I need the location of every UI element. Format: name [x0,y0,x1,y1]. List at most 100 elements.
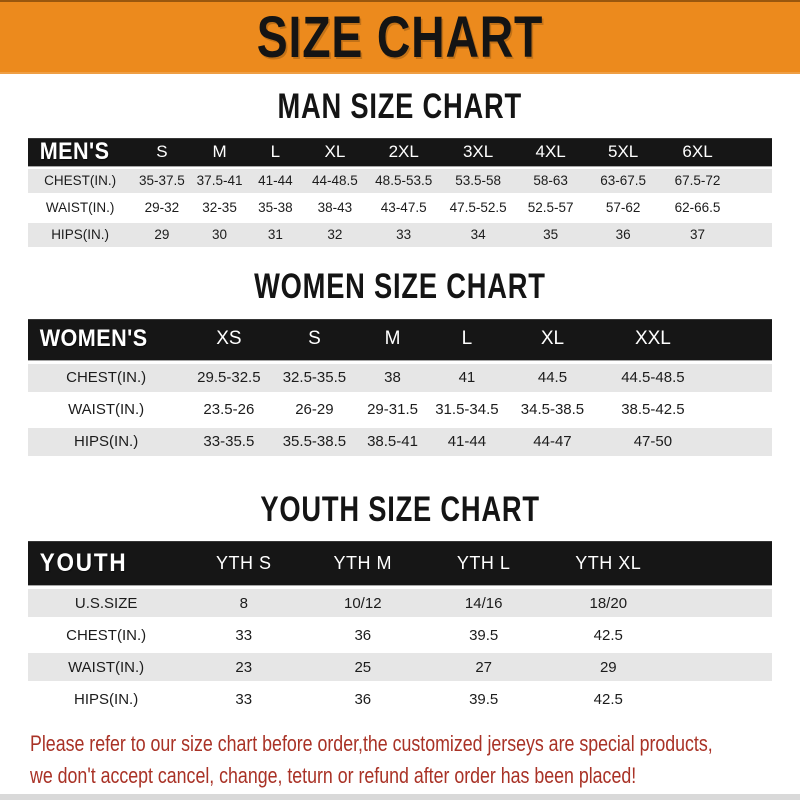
size-header-cell: M [212,141,227,161]
value-cell: 31 [267,227,283,243]
measure-label-cell: HIPS(IN.) [51,227,109,243]
size-header-cell: YTH XL [575,552,642,573]
value-cell: 33-35.5 [203,433,255,450]
value-cell: 44-48.5 [311,173,358,189]
value-cell: 44-47 [533,433,572,450]
table-row: U.S.SIZE 8 10/12 14/16 18/20 [28,589,772,618]
value-cell: 38.5-41 [367,433,418,450]
measure-label-cell: HIPS(IN.) [74,433,139,450]
measure-label-cell: CHEST(IN.) [44,173,117,189]
size-header-cell: L [270,141,281,161]
measure-label-cell: WAIST(IN.) [68,401,145,418]
value-cell: 35-38 [258,200,293,216]
value-cell: 39.5 [469,690,499,708]
value-cell: 25 [354,658,372,676]
size-header-cell: YTH M [333,552,393,573]
table-header-row: WOMEN'S XS S M L XL XXL [28,318,772,360]
value-cell: 38.5-42.5 [621,401,685,418]
value-cell: 33 [235,626,253,644]
value-cell: 27 [475,658,493,676]
table-row: WAIST(IN.) 23 25 27 29 [28,653,772,682]
size-header-cell: XL [540,328,565,349]
size-chart-banner: SIZE CHART [0,0,800,74]
value-cell: 14/16 [464,594,503,612]
table-title-cell: YOUTH [39,548,128,577]
table-header-row: MEN'S S M L XL 2XL 3XL 4XL 5XL 6XL [28,137,772,166]
size-header-cell: 5XL [608,141,639,161]
size-header-cell: 4XL [535,141,566,161]
table-row: CHEST(IN.) 33 36 39.5 42.5 [28,621,772,650]
value-cell: 37 [690,227,706,243]
value-cell: 35 [543,227,559,243]
value-cell: 10/12 [344,594,382,612]
footer-line-2: we don't accept cancel, change, teturn o… [30,762,637,788]
value-cell: 57-62 [605,200,641,216]
man-section-heading: MAN SIZE CHART [0,87,800,126]
value-cell: 39.5 [469,626,499,644]
value-cell: 31.5-34.5 [435,401,499,418]
youth-size-table: YOUTH YTH S YTH M YTH L YTH XL U.S.SIZE 8 10/12… [28,541,772,714]
value-cell: 18/20 [589,594,628,612]
size-header-cell: YTH S [215,552,272,573]
banner-title: SIZE CHART [256,5,544,70]
footer-note: Please refer to our size chart before or… [30,728,790,791]
bottom-divider [0,794,800,800]
measure-label-cell: U.S.SIZE [74,594,138,612]
value-cell: 32.5-35.5 [282,369,347,386]
value-cell: 36 [354,626,372,644]
value-cell: 41-44 [258,173,293,189]
size-header-cell: YTH L [456,552,511,573]
value-cell: 48.5-53.5 [375,173,433,189]
size-header-cell: 3XL [462,141,494,161]
table-row: HIPS(IN.) 33 36 39.5 42.5 [28,685,772,714]
table-row: HIPS(IN.) 33-35.5 35.5-38.5 38.5-41 41-44 44-… [28,427,772,456]
value-cell: 42.5 [593,690,623,708]
table-row: CHEST(IN.) 29.5-32.5 32.5-35.5 38 41 44.5 44.5… [28,363,772,392]
value-cell: 35-37.5 [139,173,185,189]
value-cell: 32 [327,227,343,243]
youth-section-heading: YOUTH SIZE CHART [0,491,800,529]
value-cell: 47-50 [633,433,673,450]
value-cell: 32-35 [202,200,237,216]
value-cell: 38-43 [317,200,353,216]
table-title-cell: MEN'S [39,137,110,165]
measure-label-cell: CHEST(IN.) [66,369,147,386]
value-cell: 36 [615,227,631,243]
size-header-cell: XL [324,141,346,161]
value-cell: 62-66.5 [674,200,721,216]
value-cell: 35.5-38.5 [282,433,347,450]
value-cell: 41 [458,369,476,386]
value-cell: 52.5-57 [527,200,574,216]
value-cell: 30 [212,227,228,243]
man-heading-text: MAN SIZE CHART [277,87,523,126]
table-row: HIPS(IN.) 29 30 31 32 33 34 35 36 37 [28,222,772,247]
value-cell: 44.5-48.5 [621,369,685,386]
size-header-cell: S [308,328,321,349]
size-header-cell: L [461,328,473,349]
value-cell: 53.5-58 [455,173,501,189]
value-cell: 33 [235,690,253,708]
value-cell: 29 [154,227,170,243]
table-row: WAIST(IN.) 29-32 32-35 35-38 38-43 43-47.5 47.… [28,195,772,220]
value-cell: 29 [599,658,617,676]
value-cell: 41-44 [447,433,487,450]
size-header-cell: XS [216,328,242,349]
value-cell: 26-29 [295,401,334,418]
value-cell: 23.5-26 [203,401,255,418]
footer-line-1: Please refer to our size chart before or… [30,731,713,757]
women-section-heading: WOMEN SIZE CHART [0,268,800,306]
women-size-table: WOMEN'S XS S M L XL XXL CHEST(IN.) 29.5-32.5 32.5… [28,318,772,456]
value-cell: 8 [239,594,248,612]
value-cell: 63-67.5 [600,173,647,189]
size-header-cell: 6XL [682,141,713,161]
table-header-row: YOUTH YTH S YTH M YTH L YTH XL [28,541,772,586]
value-cell: 34.5-38.5 [520,401,585,418]
value-cell: 33 [396,227,412,243]
measure-label-cell: WAIST(IN.) [45,200,115,216]
value-cell: 42.5 [593,626,623,644]
value-cell: 47.5-52.5 [449,200,507,216]
value-cell: 34 [470,227,486,243]
value-cell: 58-63 [533,173,568,189]
men-size-table: MEN'S S M L XL 2XL 3XL 4XL 5XL 6XL CHEST(IN.) 35-37… [28,137,772,247]
table-row: CHEST(IN.) 35-37.5 37.5-41 41-44 44-48.5 48.5… [28,168,772,193]
